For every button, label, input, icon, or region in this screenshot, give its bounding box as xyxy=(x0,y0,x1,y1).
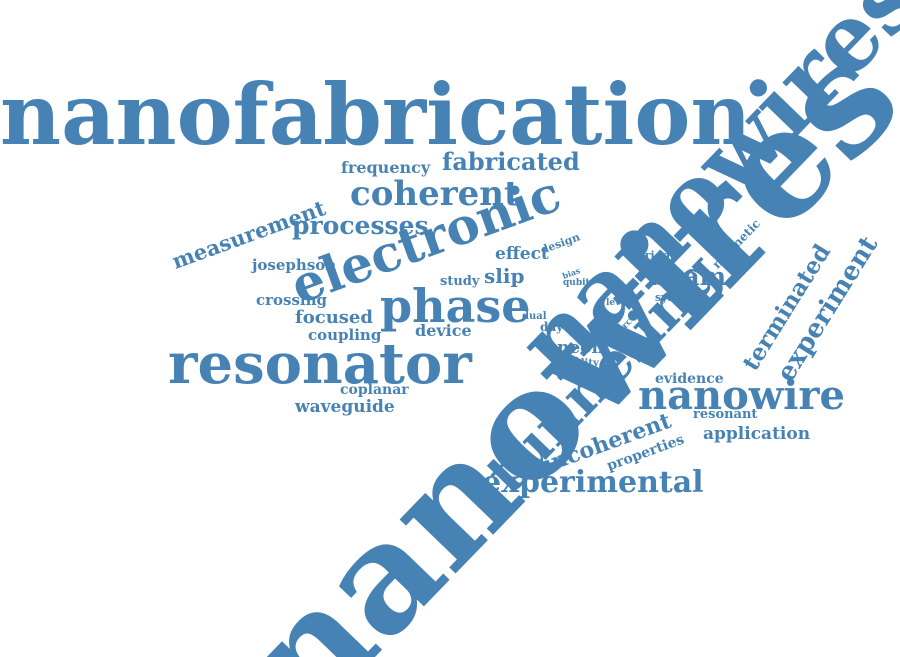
word-dual: dual xyxy=(522,311,547,322)
word-bridge: bridge xyxy=(637,249,678,262)
word-beam: beam xyxy=(650,262,727,291)
word-effect: effect xyxy=(495,244,549,264)
word-level: level xyxy=(606,298,630,308)
word-qubit: qubit xyxy=(563,278,590,288)
word-nanofabrication: nanofabrication xyxy=(0,65,752,164)
word-slip: slip xyxy=(484,264,525,288)
word-resonator: resonator xyxy=(168,331,472,397)
word-nanowire: nanowire xyxy=(638,372,845,419)
word-processes: processes xyxy=(292,211,429,240)
word-fabricated: fabricated xyxy=(442,147,580,176)
word-waveguide: waveguide xyxy=(295,397,395,417)
word-evidence: evidence xyxy=(655,371,724,387)
word-application: application xyxy=(703,424,811,444)
word-experimental: experimental xyxy=(482,465,704,500)
word-focused: focused xyxy=(295,307,373,328)
word-josephson: josephson xyxy=(252,256,337,274)
word-study: study xyxy=(440,274,480,289)
word-coplanar: coplanar xyxy=(340,382,409,398)
word-device: device xyxy=(415,321,472,340)
word-frequency: frequency xyxy=(341,158,431,177)
word-dayem: dayem xyxy=(540,320,584,334)
word-neon: neon xyxy=(557,338,604,358)
word-quality: quality xyxy=(560,358,599,369)
word-system: system xyxy=(655,291,698,304)
word-resonant: resonant xyxy=(693,407,758,422)
word-coupling: coupling xyxy=(308,326,382,344)
word-phase: phase xyxy=(380,279,531,333)
word-crossing: crossing xyxy=(256,291,328,309)
word-coherent: coherent xyxy=(350,174,520,214)
